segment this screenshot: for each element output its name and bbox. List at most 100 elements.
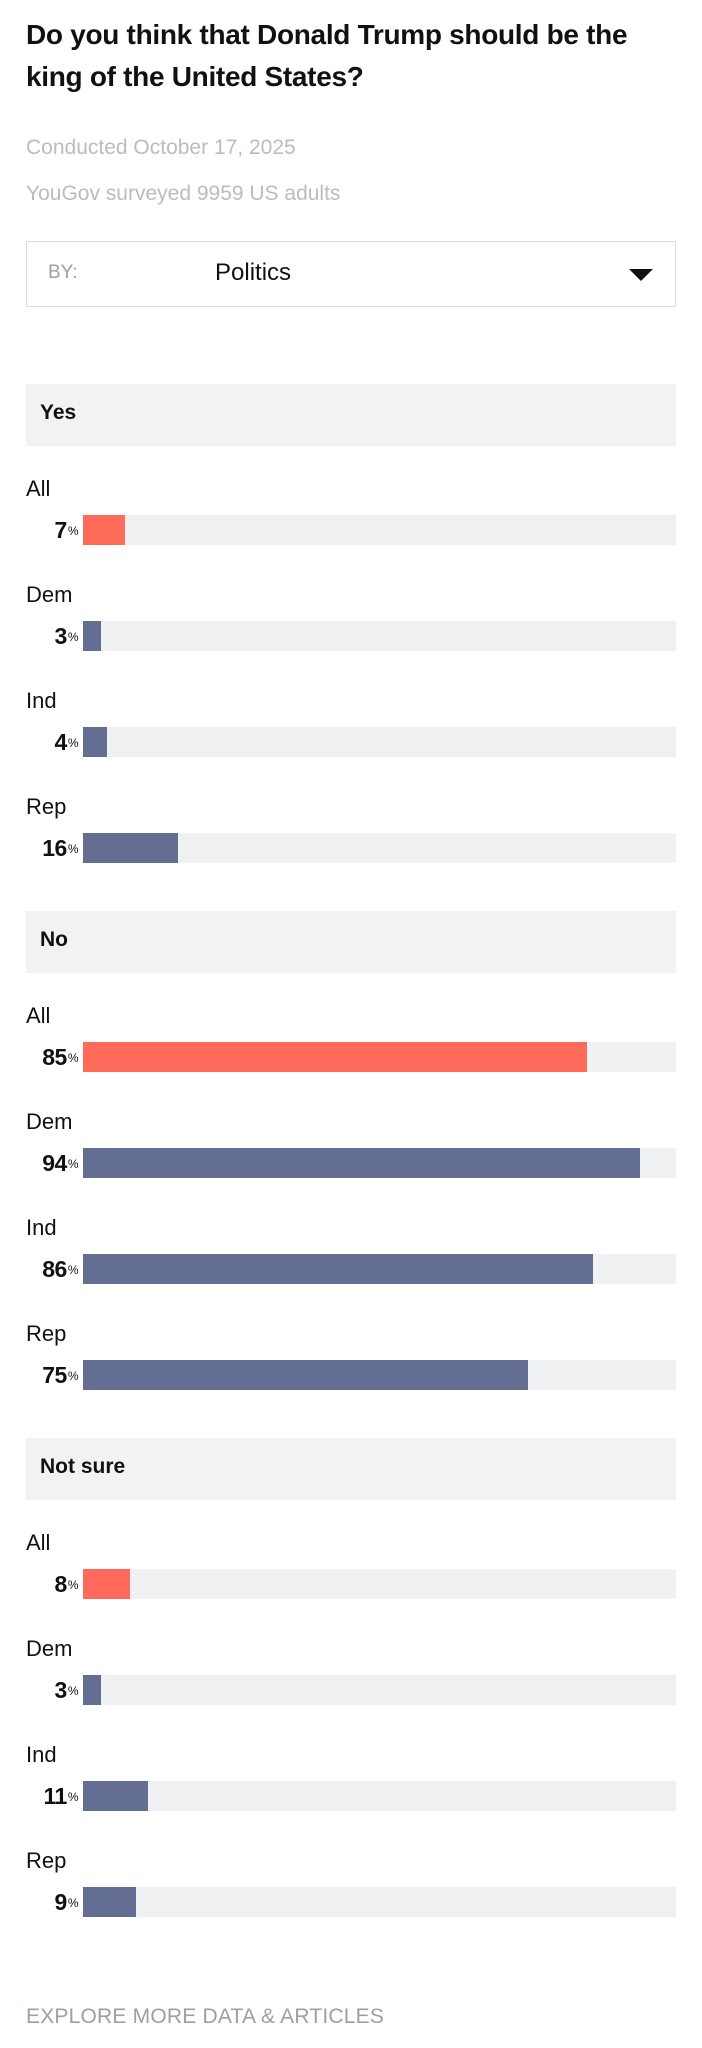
bar-track <box>83 833 676 863</box>
result-bar <box>83 621 101 651</box>
group-label: Dem <box>26 1109 73 1134</box>
result-row: Rep 75% <box>26 1321 676 1427</box>
response-option-label: Not sure <box>40 1455 126 1478</box>
result-bar <box>83 1675 101 1705</box>
group-label: All <box>26 1003 51 1028</box>
poll-question-title: Do you think that Donald Trump should be… <box>26 19 628 92</box>
percent-data-label: 86% <box>26 1255 78 1283</box>
group-label: All <box>26 476 51 501</box>
result-bar <box>83 1254 593 1284</box>
response-section-header: No <box>26 911 676 973</box>
result-bar <box>83 727 107 757</box>
breakdown-select-label: BY: <box>48 262 78 283</box>
result-row: Dem 3% <box>26 1636 676 1742</box>
percent-symbol: % <box>67 1263 79 1277</box>
result-bar <box>83 833 178 863</box>
bar-track <box>83 1042 676 1072</box>
percent-value: 7 <box>54 517 68 543</box>
response-section-header: Not sure <box>26 1438 676 1500</box>
percent-data-label: 85% <box>26 1043 78 1071</box>
group-label: Rep <box>26 1321 67 1346</box>
percent-data-label: 9% <box>26 1888 79 1916</box>
group-label: Dem <box>26 1636 73 1661</box>
percent-value: 94 <box>42 1150 67 1176</box>
result-row: All 7% <box>26 476 676 582</box>
percent-symbol: % <box>67 736 79 750</box>
result-bar <box>83 1781 148 1811</box>
percent-value: 75 <box>42 1362 67 1388</box>
percent-data-label: 11% <box>26 1782 79 1810</box>
percent-symbol: % <box>67 524 79 538</box>
group-label: Ind <box>26 1215 57 1240</box>
explore-more-link[interactable]: EXPLORE MORE DATA & ARTICLES <box>26 2005 385 2028</box>
bar-track <box>83 1254 676 1284</box>
percent-data-label: 3% <box>26 622 79 650</box>
bar-track <box>83 515 676 545</box>
percent-symbol: % <box>67 1684 79 1698</box>
result-row: Ind 86% <box>26 1215 676 1321</box>
group-label: Rep <box>26 794 67 819</box>
group-label: All <box>26 1530 51 1555</box>
percent-value: 8 <box>54 1571 68 1597</box>
result-row: All 8% <box>26 1530 676 1636</box>
percent-value: 85 <box>42 1044 67 1070</box>
result-row: All 85% <box>26 1003 676 1109</box>
percent-value: 3 <box>54 623 68 649</box>
percent-value: 4 <box>54 729 68 755</box>
percent-value: 3 <box>54 1677 68 1703</box>
result-bar <box>83 515 125 545</box>
percent-symbol: % <box>67 842 79 856</box>
percent-data-label: 8% <box>26 1570 79 1598</box>
percent-data-label: 16% <box>26 834 78 862</box>
percent-value: 16 <box>42 835 67 861</box>
response-section: No All 85% Dem 94% Ind 86% Rep 75% <box>26 911 676 1390</box>
response-section: Not sure All 8% Dem 3% Ind 11% Rep 9% <box>26 1438 676 1917</box>
result-row: Rep 9% <box>26 1848 676 1954</box>
result-row: Ind 11% <box>26 1742 676 1848</box>
response-option-label: Yes <box>40 401 77 424</box>
percent-symbol: % <box>67 1051 79 1065</box>
bar-track <box>83 1781 676 1811</box>
response-section-header: Yes <box>26 384 676 446</box>
percent-symbol: % <box>67 1790 79 1804</box>
result-bar <box>83 1042 587 1072</box>
bar-track <box>83 621 676 651</box>
breakdown-select-value: Politics <box>215 259 292 286</box>
bar-track <box>83 1569 676 1599</box>
percent-symbol: % <box>67 1369 79 1383</box>
percent-value: 86 <box>42 1256 67 1282</box>
result-row: Dem 3% <box>26 582 676 688</box>
result-bar <box>83 1360 528 1390</box>
result-row: Rep 16% <box>26 794 676 900</box>
percent-value: 9 <box>54 1889 68 1915</box>
percent-symbol: % <box>67 1896 79 1910</box>
result-bar <box>83 1148 640 1178</box>
group-label: Ind <box>26 1742 57 1767</box>
percent-data-label: 7% <box>26 516 79 544</box>
sample-description: YouGov surveyed 9959 US adults <box>26 182 341 205</box>
result-bar <box>83 1887 136 1917</box>
conducted-date: Conducted October 17, 2025 <box>26 136 296 159</box>
group-label: Rep <box>26 1848 67 1873</box>
bar-track <box>83 1675 676 1705</box>
response-section: Yes All 7% Dem 3% Ind 4% Rep 16% <box>26 384 676 863</box>
caret-down-icon <box>629 269 653 281</box>
breakdown-select[interactable]: BY: Politics <box>26 241 676 307</box>
percent-symbol: % <box>67 1157 79 1171</box>
response-option-label: No <box>40 928 68 951</box>
percent-symbol: % <box>67 630 79 644</box>
percent-value: 11 <box>43 1783 68 1809</box>
result-row: Ind 4% <box>26 688 676 794</box>
bar-track <box>83 1360 676 1390</box>
percent-data-label: 4% <box>26 728 79 756</box>
result-bar <box>83 1569 130 1599</box>
group-label: Dem <box>26 582 73 607</box>
bar-track <box>83 727 676 757</box>
percent-symbol: % <box>67 1578 79 1592</box>
bar-track <box>83 1148 676 1178</box>
group-label: Ind <box>26 688 57 713</box>
percent-data-label: 94% <box>26 1149 78 1177</box>
percent-data-label: 3% <box>26 1676 79 1704</box>
result-row: Dem 94% <box>26 1109 676 1215</box>
percent-data-label: 75% <box>26 1361 78 1389</box>
